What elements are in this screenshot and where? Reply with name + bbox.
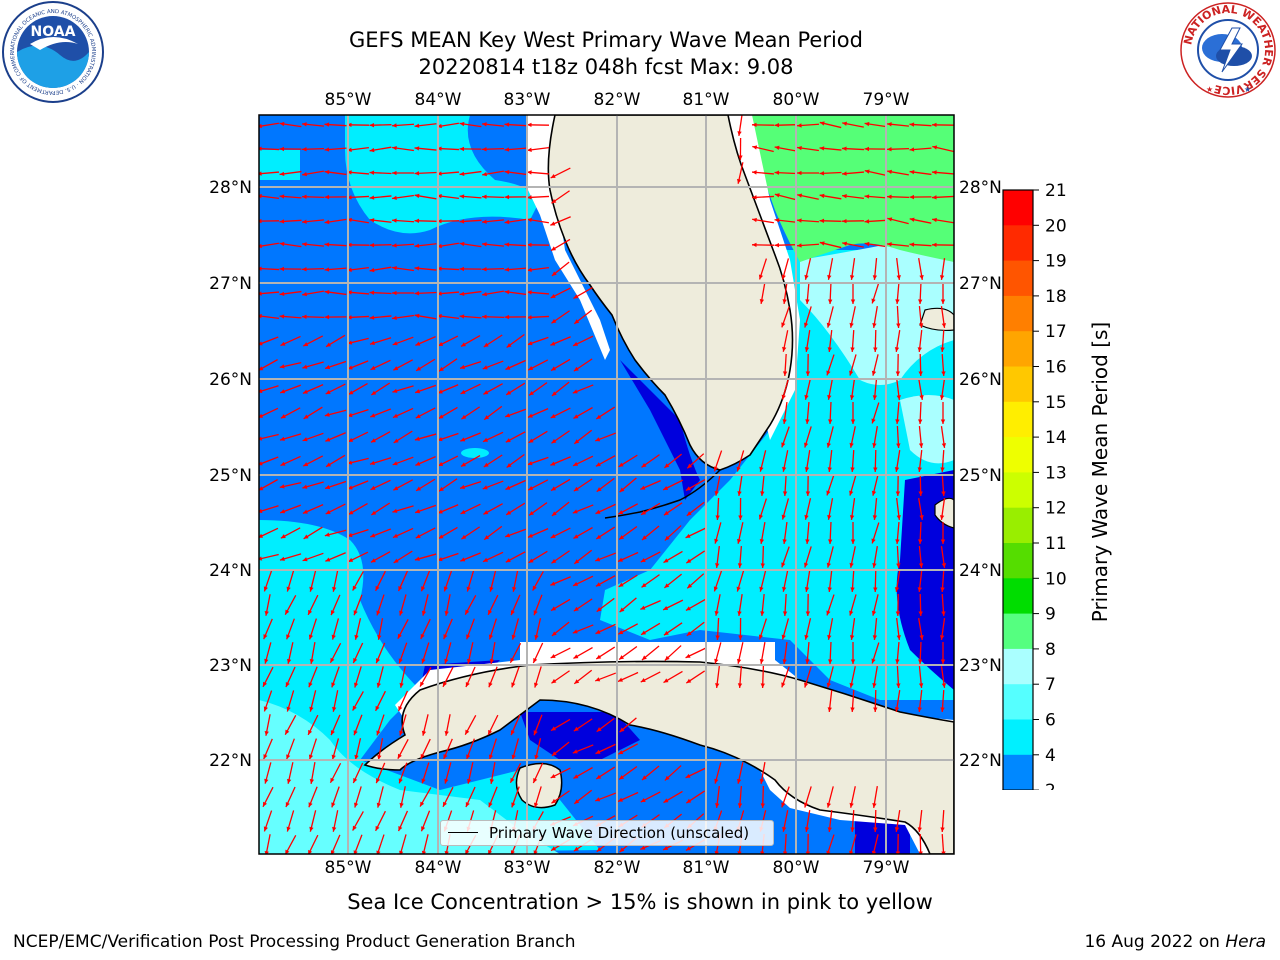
contour-cyan-north xyxy=(345,115,540,234)
legend-line-swatch xyxy=(448,832,478,833)
colorbar-segment xyxy=(1003,437,1033,473)
colorbar-tick: 8 xyxy=(1045,640,1056,660)
colorbar-segment xyxy=(1003,578,1033,615)
colorbar-tick: 6 xyxy=(1045,711,1056,731)
lat-tick-right: 23°N xyxy=(959,656,1002,676)
colorbar-tick: 7 xyxy=(1045,675,1056,695)
footer-date-text: 16 Aug 2022 on xyxy=(1084,932,1226,952)
contour-lightcyan-southwest xyxy=(259,700,560,854)
contour-deepblue-florida-coast xyxy=(620,360,700,500)
lon-tick-bottom: 79°W xyxy=(863,858,910,878)
colorbar-tick: 17 xyxy=(1045,322,1067,342)
colorbar-segment xyxy=(1003,401,1033,438)
colorbar-label: Primary Wave Mean Period [s] xyxy=(1088,321,1112,623)
land-cuba xyxy=(363,660,954,854)
lon-tick-bottom: 81°W xyxy=(683,858,730,878)
colorbar-segment xyxy=(1003,719,1033,756)
lat-tick-right: 25°N xyxy=(959,466,1002,486)
map-title: GEFS MEAN Key West Primary Wave Mean Per… xyxy=(349,28,863,52)
colorbar-tick: 20 xyxy=(1045,216,1067,236)
land-bahamas-east xyxy=(934,497,954,529)
lon-tick-bottom: 85°W xyxy=(325,858,372,878)
colorbar-tick: 21 xyxy=(1045,181,1067,201)
lat-tick-right: 27°N xyxy=(959,274,1002,294)
lat-tick-left: 26°N xyxy=(209,370,252,390)
colorbar-tick: 2 xyxy=(1045,781,1056,790)
colorbar-segment xyxy=(1003,472,1033,509)
lat-tick-left: 25°N xyxy=(209,466,252,486)
colorbar-tick: 11 xyxy=(1045,534,1067,554)
footer-branch: NCEP/EMC/Verification Post Processing Pr… xyxy=(13,932,576,952)
map-subtitle: 20220814 t18z 048h fcst Max: 9.08 xyxy=(418,55,794,79)
colorbar-tick: 12 xyxy=(1045,499,1067,519)
wave-direction-arrows xyxy=(259,115,954,854)
lon-tick-bottom: 80°W xyxy=(773,858,820,878)
lat-tick-left: 22°N xyxy=(209,751,252,771)
lat-tick-right: 28°N xyxy=(959,178,1002,198)
lon-tick-top: 79°W xyxy=(863,90,910,110)
colorbar-tick: 19 xyxy=(1045,252,1067,272)
contour-palecyan-bahamas xyxy=(800,240,954,385)
legend-label: Primary Wave Direction (unscaled) xyxy=(489,824,750,842)
contour-palecyan-east xyxy=(900,395,954,464)
colorbar-segment xyxy=(1003,190,1033,226)
lat-tick-left: 23°N xyxy=(209,656,252,676)
lon-tick-top: 85°W xyxy=(325,90,372,110)
colorbar-segment xyxy=(1003,507,1033,544)
lon-tick-top: 83°W xyxy=(504,90,551,110)
lat-tick-right: 26°N xyxy=(959,370,1002,390)
land-bahamas-north xyxy=(919,307,954,332)
colorbar-tick: 10 xyxy=(1045,569,1067,589)
contour-deepblue-cuba-gulf xyxy=(520,712,640,760)
lon-tick-bottom: 82°W xyxy=(594,858,641,878)
contour-cyan-northwest xyxy=(259,150,300,180)
colorbar-tick: 16 xyxy=(1045,358,1067,378)
lon-tick-bottom: 84°W xyxy=(415,858,462,878)
colorbar: 21 20 19 18 17 16 15 14 13 12 11 10 9 8 7 6 4 2 xyxy=(1002,181,1067,790)
colorbar-segment xyxy=(1003,684,1033,720)
colorbar-tick: 15 xyxy=(1045,393,1067,413)
footer-host: Hera xyxy=(1225,932,1266,952)
florida-keys xyxy=(604,469,721,519)
colorbar-segment xyxy=(1003,366,1033,403)
contour-deepblue-east xyxy=(896,470,954,690)
contour-cyan-patch xyxy=(461,448,489,458)
colorbar-tick: 18 xyxy=(1045,287,1067,307)
lat-tick-right: 22°N xyxy=(959,751,1002,771)
svg-text:★: ★ xyxy=(1244,85,1251,94)
colorbar-tick: 9 xyxy=(1045,605,1056,625)
lat-tick-left: 24°N xyxy=(209,561,252,581)
colorbar-segment xyxy=(1003,260,1033,297)
svg-text:★: ★ xyxy=(1206,85,1213,94)
lat-tick-right: 24°N xyxy=(959,561,1002,581)
footer-date: 16 Aug 2022 on Hera xyxy=(1084,932,1266,952)
nws-logo: NATIONAL WEATHER SERVICE ★ ★ xyxy=(1180,2,1276,98)
colorbar-segment xyxy=(1003,225,1033,262)
lon-tick-top: 82°W xyxy=(594,90,641,110)
lat-lon-grid xyxy=(259,115,954,854)
colorbar-segment xyxy=(1003,331,1033,367)
lon-tick-top: 81°W xyxy=(683,90,730,110)
sea-ice-caption: Sea Ice Concentration > 15% is shown in … xyxy=(347,890,933,914)
colorbar-segment xyxy=(1003,543,1033,579)
colorbar-segment xyxy=(1003,754,1033,790)
noaa-logo-text: NOAA xyxy=(31,24,76,40)
lat-tick-left: 28°N xyxy=(209,178,252,198)
noaa-logo: NATIONAL OCEANIC AND ATMOSPHERIC ADMINIS… xyxy=(0,0,104,103)
colorbar-segment xyxy=(1003,648,1033,685)
map-legend: Primary Wave Direction (unscaled) xyxy=(440,820,774,846)
lon-tick-top: 84°W xyxy=(415,90,462,110)
colorbar-tick: 4 xyxy=(1045,746,1056,766)
lon-tick-top: 80°W xyxy=(773,90,820,110)
colorbar-tick: 13 xyxy=(1045,463,1067,483)
lon-tick-bottom: 83°W xyxy=(504,858,551,878)
map-frame xyxy=(258,114,955,855)
colorbar-segment xyxy=(1003,295,1033,332)
colorbar-tick: 14 xyxy=(1045,428,1067,448)
colorbar-segment xyxy=(1003,613,1033,650)
contour-green-northeast xyxy=(750,115,954,262)
lat-tick-left: 27°N xyxy=(209,274,252,294)
